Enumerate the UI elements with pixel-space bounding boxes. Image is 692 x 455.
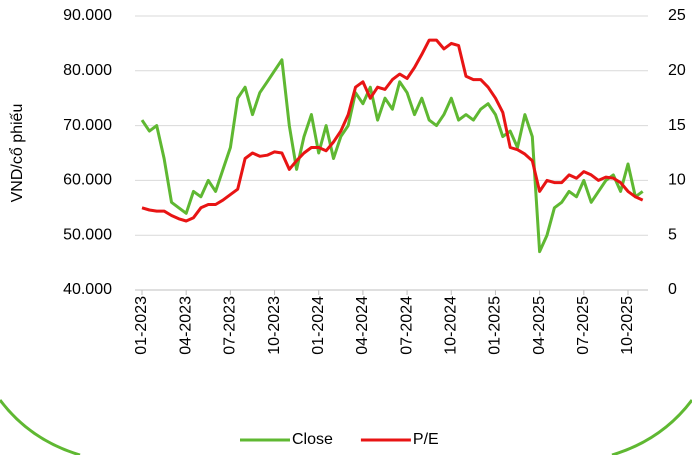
y2-tick-label: 10 (668, 172, 686, 189)
x-tick-label: 07-2025 (575, 296, 592, 355)
x-tick-label: 10-2025 (619, 296, 636, 355)
y2-tick-label: 15 (668, 117, 686, 134)
y-tick-label: 80.000 (63, 62, 112, 79)
line-0 (140, 58, 644, 254)
x-tick-label: 04-2024 (354, 296, 371, 355)
y-tick-label: 90.000 (63, 7, 112, 24)
legend-label: Close (292, 431, 333, 448)
y-tick-label: 60.000 (63, 172, 112, 189)
frame-arc (0, 399, 692, 455)
x-tick-label: 01-2023 (133, 296, 150, 355)
x-tick-label: 01-2024 (310, 296, 327, 355)
line-1 (141, 38, 644, 223)
x-tick-label: 04-2025 (531, 296, 548, 355)
x-tick-label: 01-2025 (487, 296, 504, 355)
legend-label: P/E (413, 431, 439, 448)
y2-tick-label: 0 (668, 281, 677, 298)
y-tick-label: 50.000 (63, 226, 112, 243)
y-tick-label: 70.000 (63, 117, 112, 134)
x-tick-label: 10-2023 (266, 296, 283, 355)
y2-tick-label: 25 (668, 7, 686, 24)
x-tick-label: 04-2023 (177, 296, 194, 355)
x-tick-label: 07-2024 (398, 296, 415, 355)
x-tick-label: 07-2023 (222, 296, 239, 355)
y-axis-label: VND/cổ phiếu (8, 104, 26, 203)
y-tick-label: 40.000 (63, 281, 112, 298)
x-tick-label: 10-2024 (442, 296, 459, 355)
y2-tick-label: 5 (668, 226, 677, 243)
y2-tick-label: 20 (668, 62, 686, 79)
